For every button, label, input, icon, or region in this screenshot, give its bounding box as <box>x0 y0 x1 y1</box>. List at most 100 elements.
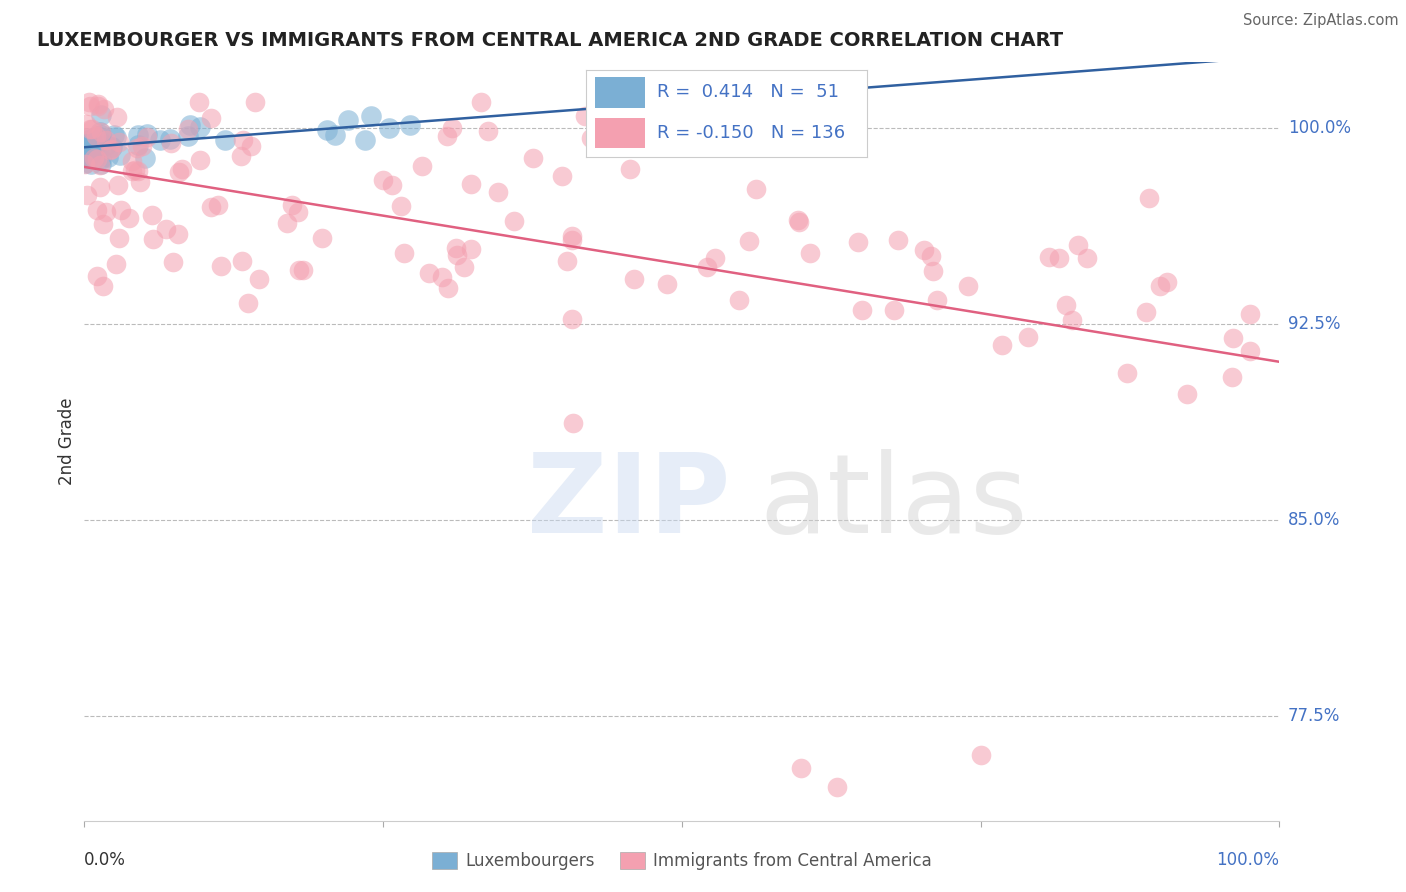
Point <box>141 208 163 222</box>
Point <box>136 127 159 141</box>
Point <box>79 145 101 160</box>
Point <box>77 133 100 147</box>
Point <box>827 780 849 794</box>
Point <box>91 217 114 231</box>
Point <box>619 162 641 177</box>
Point <box>561 311 583 326</box>
Point <box>561 233 583 247</box>
Point <box>921 264 943 278</box>
Point <box>696 260 718 275</box>
Point <box>1149 278 1171 293</box>
Point <box>188 153 211 167</box>
Point <box>243 95 266 109</box>
Point <box>418 266 440 280</box>
Point <box>73 157 96 171</box>
Point <box>135 129 157 144</box>
Point <box>574 109 596 123</box>
Point <box>86 129 108 144</box>
Point <box>77 148 100 162</box>
Text: ZIP: ZIP <box>527 449 730 556</box>
Point <box>920 249 942 263</box>
Point <box>1017 330 1039 344</box>
Point <box>453 260 475 274</box>
Point <box>231 253 253 268</box>
Point <box>159 136 181 150</box>
Point <box>188 120 211 134</box>
Point <box>118 211 141 225</box>
Point <box>86 269 108 284</box>
Point <box>79 132 101 146</box>
Point <box>477 123 499 137</box>
Point <box>912 243 935 257</box>
Point <box>200 200 222 214</box>
Point <box>470 95 492 109</box>
Point <box>86 132 108 146</box>
Point <box>337 113 360 128</box>
Point <box>89 125 111 139</box>
Point <box>155 222 177 236</box>
Point <box>1067 238 1090 252</box>
Point <box>142 232 165 246</box>
Point <box>562 416 585 430</box>
Point <box>1156 275 1178 289</box>
Point <box>956 278 979 293</box>
Point <box>73 136 96 150</box>
Point <box>1115 366 1137 380</box>
Point <box>887 233 910 247</box>
Point <box>167 164 190 178</box>
Point <box>80 157 103 171</box>
Point <box>1239 307 1261 321</box>
Point <box>103 128 125 143</box>
Point <box>970 748 993 763</box>
Point <box>561 228 583 243</box>
Point <box>354 133 377 147</box>
Point <box>381 178 404 193</box>
Point <box>86 129 108 144</box>
Point <box>84 152 107 166</box>
Point <box>1139 191 1161 205</box>
Point <box>86 202 108 217</box>
Point <box>76 147 98 161</box>
Point <box>86 99 108 113</box>
Point <box>125 141 148 155</box>
Point <box>214 133 236 147</box>
Point <box>399 118 422 132</box>
Point <box>207 198 229 212</box>
Point <box>231 149 253 163</box>
Point <box>121 154 143 169</box>
Point <box>846 235 869 249</box>
Point <box>1076 251 1098 265</box>
Point <box>127 128 149 142</box>
Point <box>187 95 209 109</box>
Point <box>371 173 394 187</box>
Point <box>1239 343 1261 358</box>
Point <box>1049 251 1071 265</box>
Point <box>76 133 98 147</box>
Point <box>75 117 97 131</box>
Text: 100.0%: 100.0% <box>1288 119 1351 136</box>
Point <box>82 137 104 152</box>
Point <box>80 121 103 136</box>
Point <box>75 155 97 169</box>
Point <box>121 164 143 178</box>
Point <box>90 152 112 166</box>
Point <box>83 151 105 165</box>
Point <box>75 141 97 155</box>
Point <box>551 169 574 183</box>
Point <box>90 125 112 139</box>
Point <box>925 293 948 308</box>
Point <box>437 281 460 295</box>
Point <box>288 263 311 277</box>
Point <box>787 215 810 229</box>
Point <box>77 95 100 109</box>
Point <box>1222 370 1244 384</box>
Point <box>86 152 108 166</box>
Point <box>1060 313 1083 327</box>
Point <box>1054 298 1077 312</box>
Text: 85.0%: 85.0% <box>1288 511 1340 529</box>
Point <box>179 118 201 132</box>
Point <box>170 162 193 177</box>
Point <box>79 98 101 112</box>
Point <box>108 136 131 150</box>
Point <box>101 140 124 154</box>
